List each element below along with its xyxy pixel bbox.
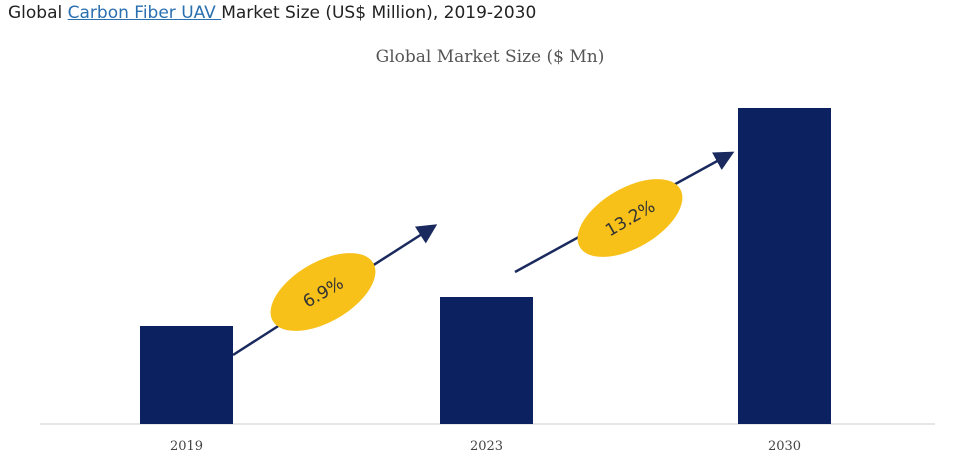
product-link[interactable]: Carbon Fiber UAV [67,3,222,23]
title-prefix: Global [8,3,68,23]
cagr-badge: 6.9% [270,253,376,331]
badge-ellipse [270,253,376,331]
chart-title: Global Market Size ($ Mn) [376,47,605,67]
bar-2019 [140,326,233,424]
bar-2023 [440,297,533,424]
x-tick-label: 2023 [470,439,503,454]
x-tick-label: 2030 [768,439,801,454]
title-suffix: Market Size (US$ Million), 2019-2030 [221,3,537,23]
x-tick-label: 2019 [170,439,203,454]
cagr-badge: 13.2% [577,179,683,257]
badge-ellipse [577,179,683,257]
page-title: Global Carbon Fiber UAV Market Size (US$… [8,3,536,23]
bar-2030 [738,108,831,424]
